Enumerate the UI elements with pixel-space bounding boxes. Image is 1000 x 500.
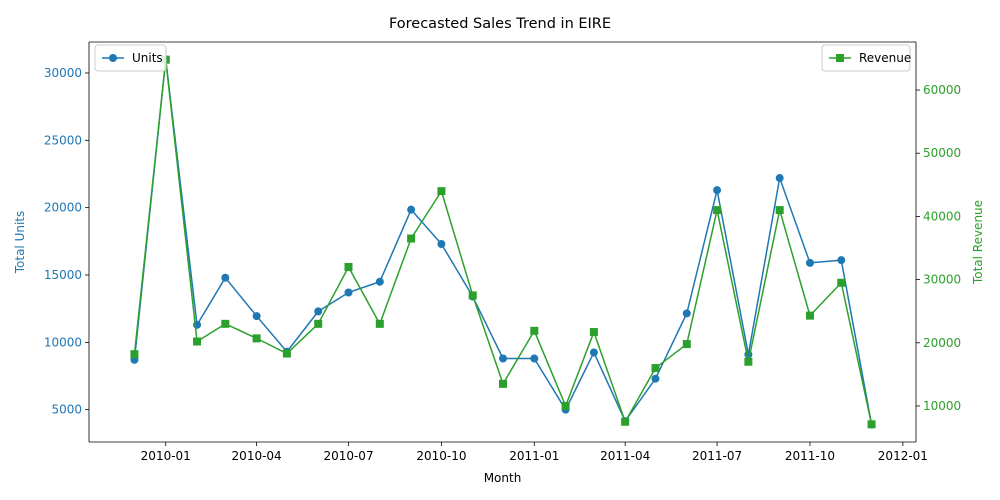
legend-box (94, 44, 167, 72)
point-revenue-19 (713, 206, 722, 215)
point-revenue-6 (314, 319, 323, 328)
point-revenue-8 (375, 319, 384, 328)
legends: Units Revenue (94, 44, 911, 72)
y-right-tick-label: 50000 (923, 146, 961, 160)
point-revenue-11 (468, 291, 477, 300)
point-revenue-21 (775, 206, 784, 215)
point-revenue-16 (621, 417, 630, 426)
plot-area (130, 55, 876, 429)
y-left-axis-title: Total Units (13, 211, 27, 275)
point-revenue-24 (867, 420, 876, 429)
point-units-12 (499, 354, 508, 363)
y-left-tick-label: 5000 (51, 403, 82, 417)
point-units-8 (375, 277, 384, 286)
point-revenue-2 (193, 337, 202, 346)
point-revenue-3 (221, 319, 230, 328)
point-revenue-23 (837, 278, 846, 287)
legend-revenue: Revenue (821, 44, 911, 72)
y-right-tick-label: 40000 (923, 209, 961, 223)
point-revenue-5 (282, 349, 291, 358)
y-left-tick-label: 25000 (44, 133, 82, 147)
x-tick-label: 2010-01 (141, 449, 191, 463)
x-tick-label: 2012-01 (878, 449, 928, 463)
point-units-23 (837, 256, 846, 265)
point-units-19 (713, 186, 722, 195)
y-left-tick-label: 15000 (44, 268, 82, 282)
x-tick-label: 2010-10 (416, 449, 466, 463)
x-tick-label: 2011-07 (692, 449, 742, 463)
point-revenue-20 (744, 357, 753, 366)
point-revenue-7 (344, 262, 353, 271)
point-units-4 (252, 312, 261, 321)
point-revenue-17 (651, 364, 660, 373)
point-revenue-12 (499, 379, 508, 388)
legend-box (821, 44, 911, 72)
point-units-13 (530, 354, 539, 363)
point-units-9 (407, 205, 416, 214)
y-right-tick-label: 10000 (923, 399, 961, 413)
x-tick-label: 2011-10 (785, 449, 835, 463)
point-revenue-15 (589, 328, 598, 337)
point-revenue-22 (805, 311, 814, 320)
point-units-7 (344, 288, 353, 297)
legend-marker (109, 54, 117, 62)
point-units-22 (805, 258, 814, 267)
point-revenue-4 (252, 334, 261, 343)
x-tick-label: 2011-01 (509, 449, 559, 463)
y-right-tick-label: 60000 (923, 83, 961, 97)
point-revenue-13 (530, 326, 539, 335)
chart-title: Forecasted Sales Trend in EIRE (389, 16, 611, 32)
point-revenue-10 (437, 187, 446, 196)
point-revenue-18 (682, 340, 691, 349)
x-tick-label: 2010-04 (232, 449, 282, 463)
axes: 2010-01 2010-04 2010-07 2010-10 2011-01 2011-… (13, 41, 985, 485)
x-axis-title: Month (484, 471, 522, 485)
y-left-tick-label: 20000 (44, 201, 82, 215)
point-revenue-9 (407, 234, 416, 243)
point-units-18 (682, 309, 691, 318)
point-units-6 (314, 307, 323, 316)
y-right-axis-title: Total Revenue (971, 200, 985, 285)
point-revenue-0 (130, 350, 139, 359)
legend-label: Revenue (859, 51, 911, 65)
y-right-tick-label: 30000 (923, 273, 961, 287)
point-revenue-14 (561, 401, 570, 410)
legend-units: Units (94, 44, 167, 72)
point-units-15 (589, 348, 598, 357)
y-left-tick-label: 10000 (44, 335, 82, 349)
x-tick-label: 2011-04 (600, 449, 650, 463)
x-tick-label: 2010-07 (323, 449, 373, 463)
legend-marker (836, 54, 844, 62)
point-units-17 (651, 374, 660, 383)
point-units-21 (775, 174, 784, 183)
legend-label: Units (132, 51, 163, 65)
point-units-10 (437, 240, 446, 249)
y-left-tick-label: 30000 (44, 66, 82, 80)
point-units-3 (221, 273, 230, 282)
y-right-tick-label: 20000 (923, 336, 961, 350)
